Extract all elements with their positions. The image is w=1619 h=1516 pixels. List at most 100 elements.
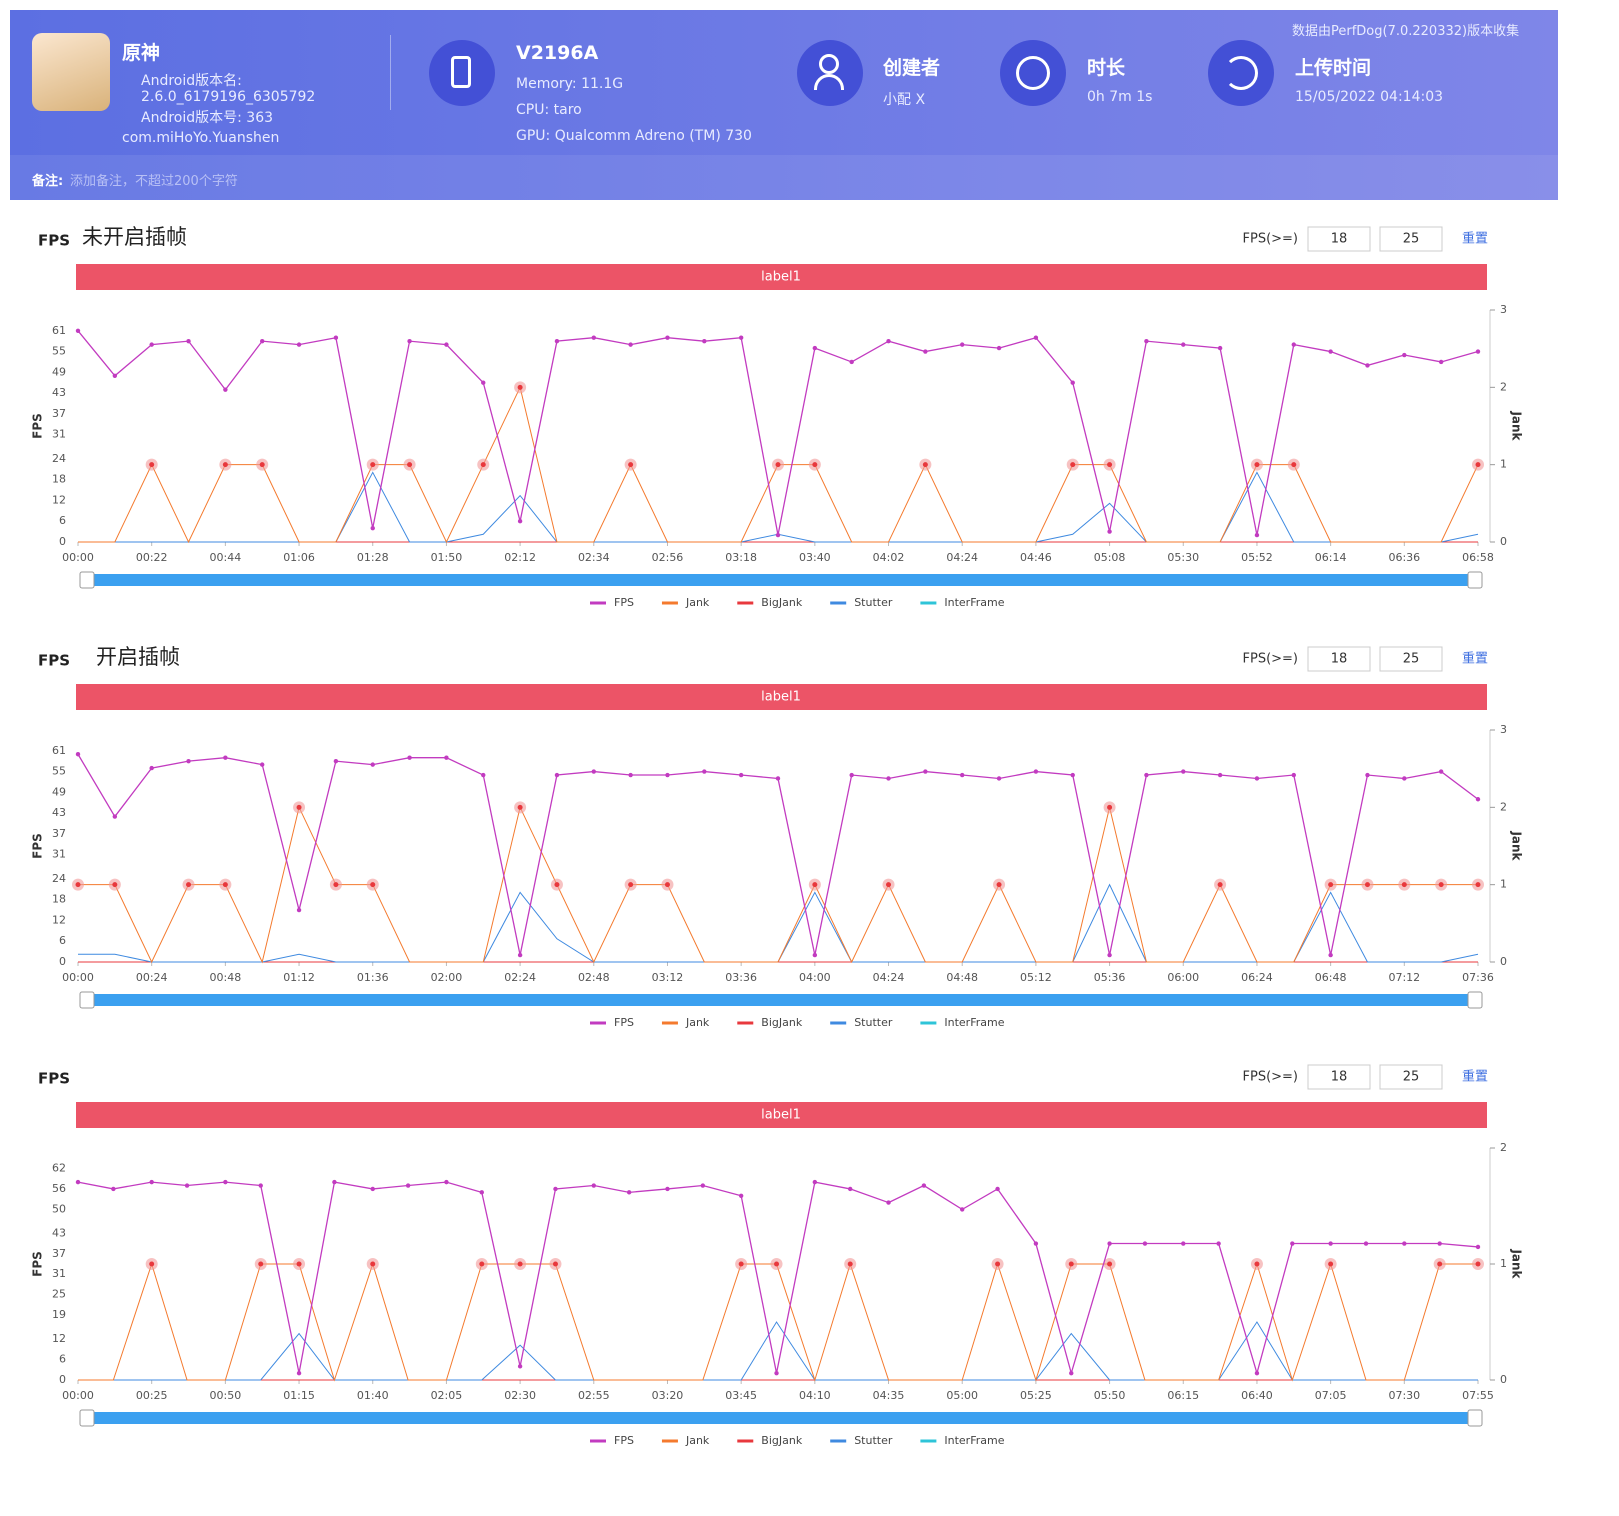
x-tick-label: 02:55	[578, 1389, 610, 1402]
legend-item[interactable]: Jank	[661, 1016, 710, 1029]
fps-point	[1475, 797, 1481, 802]
fps-point	[1328, 1241, 1333, 1246]
slider-handle[interactable]	[79, 991, 95, 1009]
threshold-input[interactable]	[1379, 226, 1443, 252]
fps-point	[665, 1186, 670, 1192]
slider-handle[interactable]	[1467, 991, 1483, 1009]
legend-item[interactable]: BigJank	[737, 596, 803, 609]
fps-point	[517, 952, 523, 958]
reset-button[interactable]: 重置	[1462, 651, 1488, 667]
fps-point	[1181, 342, 1186, 347]
threshold-input[interactable]	[1379, 646, 1443, 672]
x-tick-label: 06:14	[1315, 551, 1347, 564]
y-tick-label: 55	[52, 345, 66, 358]
legend-label: InterFrame	[944, 596, 1004, 609]
fps-point	[1254, 1370, 1260, 1376]
metric-label: FPS	[38, 1070, 70, 1088]
legend-item[interactable]: BigJank	[737, 1016, 803, 1029]
series-line	[78, 883, 1479, 963]
legend-item[interactable]: InterFrame	[920, 1016, 1005, 1029]
threshold-input[interactable]	[1379, 1064, 1443, 1090]
threshold-value[interactable]: 18	[1331, 1070, 1348, 1085]
fps-point	[1365, 363, 1370, 368]
range-slider[interactable]	[80, 994, 1482, 1006]
slider-handle[interactable]	[1467, 571, 1483, 589]
fps-point	[370, 525, 375, 531]
jank-point	[517, 1261, 523, 1267]
threshold-input[interactable]	[1307, 226, 1371, 252]
label-band-text: label1	[761, 690, 801, 705]
series-line	[77, 1181, 1479, 1376]
threshold-value[interactable]: 18	[1331, 652, 1348, 667]
fps-point	[149, 765, 154, 771]
legend-label: InterFrame	[944, 1016, 1004, 1029]
fps-point	[665, 772, 670, 778]
reset-button[interactable]: 重置	[1462, 231, 1488, 247]
jank-point	[847, 1261, 853, 1267]
legend-item[interactable]: FPS	[590, 1016, 634, 1029]
slider-handle[interactable]	[79, 571, 95, 589]
fps-point	[260, 762, 265, 767]
x-tick-label: 05:52	[1241, 551, 1273, 564]
threshold-input[interactable]	[1307, 646, 1371, 672]
fps-point	[554, 772, 560, 778]
legend-item[interactable]: Stutter	[830, 1434, 893, 1447]
fps-point	[112, 814, 118, 819]
jank-point	[886, 882, 892, 888]
x-tick-label: 01:50	[431, 551, 463, 564]
x-tick-label: 02:56	[652, 551, 684, 564]
x-tick-label: 05:00	[946, 1389, 978, 1402]
fps-point	[517, 519, 523, 524]
fps-point	[75, 1179, 81, 1185]
note-input[interactable]: 添加备注，不超过200个字符	[70, 174, 238, 189]
fps-point	[1328, 952, 1333, 958]
fps-point	[1033, 769, 1039, 774]
threshold-value[interactable]: 18	[1331, 232, 1348, 247]
fps-point	[1328, 349, 1333, 354]
range-slider[interactable]	[80, 1412, 1482, 1424]
slider-handle[interactable]	[79, 1409, 95, 1427]
legend-item[interactable]: FPS	[590, 1434, 634, 1447]
reset-button[interactable]: 重置	[1462, 1069, 1488, 1085]
x-tick-label: 01:36	[357, 971, 389, 984]
threshold-value[interactable]: 25	[1403, 652, 1420, 667]
legend-item[interactable]: FPS	[590, 596, 634, 609]
jank-point	[552, 1261, 558, 1267]
fps-point	[1217, 772, 1223, 778]
fps-point	[223, 1179, 228, 1185]
legend-item[interactable]: Jank	[661, 596, 710, 609]
legend-item[interactable]: BigJank	[737, 1434, 803, 1447]
fps-point	[1070, 380, 1075, 385]
x-tick-label: 04:24	[873, 971, 905, 984]
legend-item[interactable]: InterFrame	[920, 596, 1005, 609]
y2-tick-label: 0	[1500, 1373, 1507, 1386]
range-slider[interactable]	[80, 574, 1482, 586]
legend-label: FPS	[614, 596, 634, 609]
legend-item[interactable]: Jank	[661, 1434, 710, 1447]
jank-point	[1217, 882, 1223, 888]
y-tick-label: 12	[52, 493, 66, 506]
fps-point	[996, 776, 1002, 781]
y-tick-label: 43	[52, 806, 66, 819]
slider-handle[interactable]	[1467, 1409, 1483, 1427]
fps-point	[112, 373, 118, 378]
fps-point	[260, 338, 265, 344]
threshold-input[interactable]	[1307, 1064, 1371, 1090]
x-tick-label: 01:40	[357, 1389, 389, 1402]
legend-item[interactable]: InterFrame	[920, 1434, 1005, 1447]
y2-tick-label: 3	[1500, 723, 1507, 736]
fps-point	[481, 380, 486, 385]
fps-point	[1181, 1241, 1186, 1246]
y2-tick-label: 1	[1500, 1257, 1507, 1270]
fps-point	[333, 758, 339, 764]
jank-point	[370, 882, 376, 888]
threshold-value[interactable]: 25	[1403, 1070, 1420, 1085]
fps-point	[1438, 359, 1444, 365]
threshold-value[interactable]: 25	[1403, 232, 1420, 247]
jank-point	[296, 1261, 302, 1267]
legend-item[interactable]: Stutter	[830, 596, 893, 609]
jank-point	[1401, 882, 1407, 888]
legend-item[interactable]: Stutter	[830, 1016, 893, 1029]
x-tick-label: 04:10	[799, 1389, 831, 1402]
x-tick-label: 06:24	[1241, 971, 1273, 984]
